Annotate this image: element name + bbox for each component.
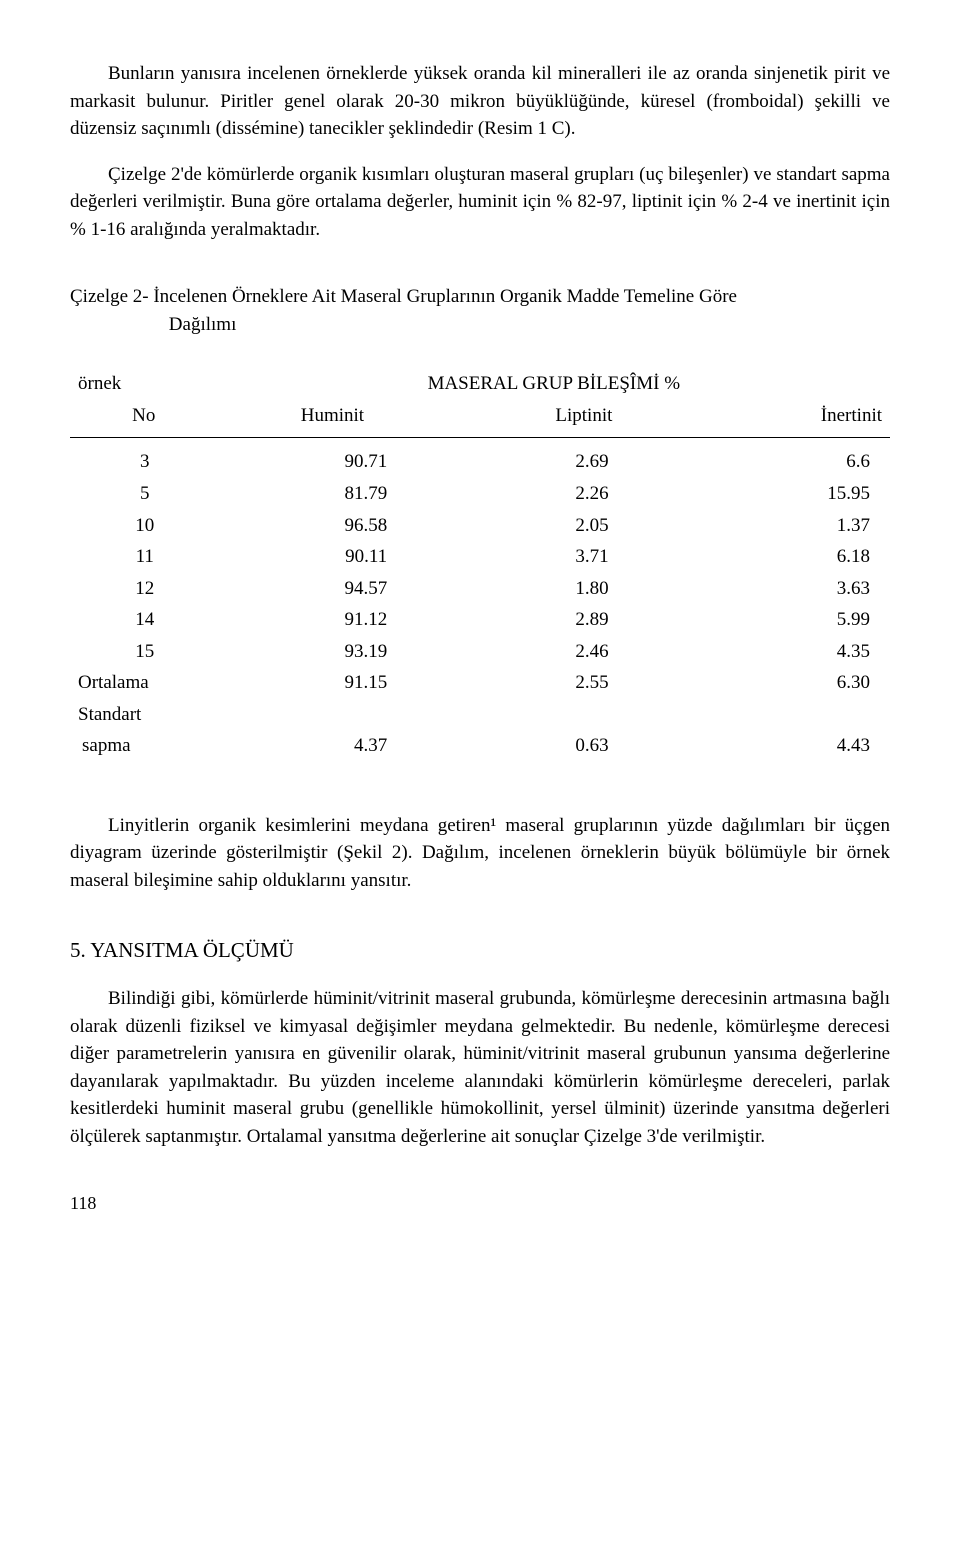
table-row: 12 94.57 1.80 3.63 bbox=[70, 573, 890, 605]
cell-huminit: 81.79 bbox=[218, 478, 448, 510]
table-row: 3 90.71 2.69 6.6 bbox=[70, 438, 890, 478]
cell-inertinit: 15.95 bbox=[669, 478, 890, 510]
cell-inertinit: 5.99 bbox=[669, 604, 890, 636]
col-header-liptinit: Liptinit bbox=[447, 400, 668, 438]
cell-inertinit: 4.43 bbox=[669, 730, 890, 762]
paragraph: Bunların yanısıra incelenen örneklerde y… bbox=[70, 60, 890, 143]
table-row: Standart bbox=[70, 699, 890, 731]
cell-no: sapma bbox=[70, 730, 218, 762]
section-heading: 5. YANSITMA ÖLÇÜMÜ bbox=[70, 935, 890, 965]
page-number: 118 bbox=[70, 1190, 890, 1216]
cell-huminit: 90.71 bbox=[218, 438, 448, 478]
table-row: Ortalama 91.15 2.55 6.30 bbox=[70, 667, 890, 699]
table-caption: Çizelge 2- İncelenen Örneklere Ait Maser… bbox=[70, 283, 890, 338]
cell-huminit: 91.12 bbox=[218, 604, 448, 636]
paragraph: Bilindiği gibi, kömürlerde hüminit/vitri… bbox=[70, 985, 890, 1150]
table-row: 11 90.11 3.71 6.18 bbox=[70, 541, 890, 573]
cell-inertinit: 1.37 bbox=[669, 510, 890, 542]
paragraph: Linyitlerin organik kesimlerini meydana … bbox=[70, 812, 890, 895]
cell-liptinit: 2.46 bbox=[447, 636, 668, 668]
table-row: 15 93.19 2.46 4.35 bbox=[70, 636, 890, 668]
col-header-span: MASERAL GRUP BİLEŞÎMİ % bbox=[218, 368, 890, 400]
cell-huminit: 94.57 bbox=[218, 573, 448, 605]
paragraph: Çizelge 2'de kömürlerde organik kısımlar… bbox=[70, 161, 890, 244]
cell-liptinit: 0.63 bbox=[447, 730, 668, 762]
table-row: 10 96.58 2.05 1.37 bbox=[70, 510, 890, 542]
table-row: 14 91.12 2.89 5.99 bbox=[70, 604, 890, 636]
cell-inertinit: 6.30 bbox=[669, 667, 890, 699]
col-header-no: No bbox=[70, 400, 218, 438]
cell-inertinit: 6.18 bbox=[669, 541, 890, 573]
cell-huminit bbox=[218, 699, 448, 731]
cell-huminit: 90.11 bbox=[218, 541, 448, 573]
cell-liptinit: 2.26 bbox=[447, 478, 668, 510]
cell-liptinit: 2.05 bbox=[447, 510, 668, 542]
cell-inertinit bbox=[669, 699, 890, 731]
cell-no: 5 bbox=[70, 478, 218, 510]
cell-huminit: 4.37 bbox=[218, 730, 448, 762]
cell-huminit: 96.58 bbox=[218, 510, 448, 542]
caption-line: Çizelge 2- İncelenen Örneklere Ait Maser… bbox=[70, 286, 737, 307]
cell-huminit: 93.19 bbox=[218, 636, 448, 668]
cell-no: 11 bbox=[70, 541, 218, 573]
cell-no: Standart bbox=[70, 699, 218, 731]
cell-no: 12 bbox=[70, 573, 218, 605]
cell-huminit: 91.15 bbox=[218, 667, 448, 699]
cell-no: 10 bbox=[70, 510, 218, 542]
col-header-ornek: örnek bbox=[70, 368, 218, 400]
cell-liptinit: 3.71 bbox=[447, 541, 668, 573]
cell-liptinit: 1.80 bbox=[447, 573, 668, 605]
cell-no: 14 bbox=[70, 604, 218, 636]
table-body: 3 90.71 2.69 6.6 5 81.79 2.26 15.95 10 9… bbox=[70, 438, 890, 762]
cell-liptinit: 2.89 bbox=[447, 604, 668, 636]
cell-inertinit: 4.35 bbox=[669, 636, 890, 668]
cell-no: Ortalama bbox=[70, 667, 218, 699]
cell-no: 3 bbox=[70, 438, 218, 478]
maseral-table: örnek MASERAL GRUP BİLEŞÎMİ % No Huminit… bbox=[70, 368, 890, 762]
cell-no: 15 bbox=[70, 636, 218, 668]
col-header-inertinit: İnertinit bbox=[669, 400, 890, 438]
cell-liptinit bbox=[447, 699, 668, 731]
table-row: 5 81.79 2.26 15.95 bbox=[70, 478, 890, 510]
cell-inertinit: 3.63 bbox=[669, 573, 890, 605]
caption-line: Dağılımı bbox=[70, 311, 890, 339]
cell-inertinit: 6.6 bbox=[669, 438, 890, 478]
col-header-huminit: Huminit bbox=[218, 400, 448, 438]
cell-liptinit: 2.55 bbox=[447, 667, 668, 699]
table-row: sapma 4.37 0.63 4.43 bbox=[70, 730, 890, 762]
cell-liptinit: 2.69 bbox=[447, 438, 668, 478]
